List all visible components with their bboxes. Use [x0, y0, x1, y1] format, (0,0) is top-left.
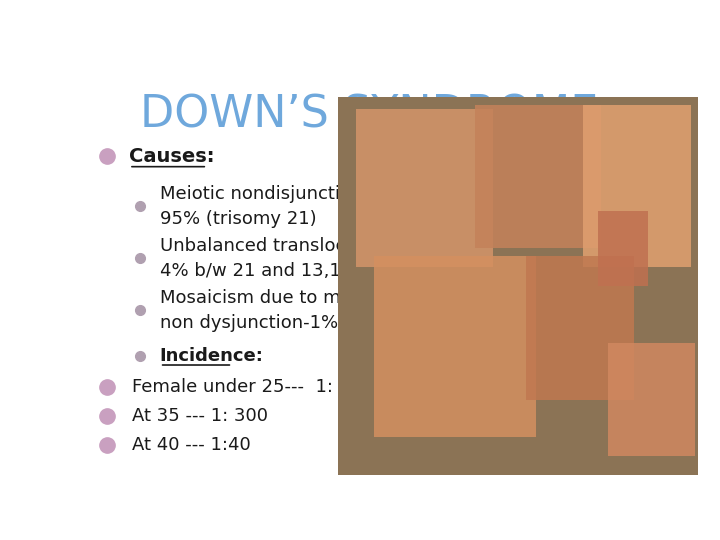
Bar [475, 105, 601, 248]
Bar [583, 105, 691, 267]
Text: Causes:: Causes: [129, 147, 215, 166]
Bar [356, 109, 493, 267]
Text: At 40 --- 1:40: At 40 --- 1:40 [132, 436, 251, 454]
Text: Unbalanced translocation-
4% b/w 21 and 13,14,15: Unbalanced translocation- 4% b/w 21 and … [160, 237, 397, 280]
Text: DOWN’S SYNDROME: DOWN’S SYNDROME [140, 94, 598, 137]
Bar [374, 256, 536, 437]
Text: At 35 --- 1: 300: At 35 --- 1: 300 [132, 407, 268, 425]
Text: Mosaicism due to mitotic
non dysjunction-1%: Mosaicism due to mitotic non dysjunction… [160, 288, 385, 332]
Text: Female under 25---  1: 2000: Female under 25--- 1: 2000 [132, 378, 384, 396]
Bar [598, 211, 648, 286]
Bar [608, 343, 695, 456]
Text: Meiotic nondisjunction  -
95% (trisomy 21): Meiotic nondisjunction - 95% (trisomy 21… [160, 185, 380, 228]
Bar [526, 256, 634, 400]
Text: Incidence:: Incidence: [160, 347, 264, 365]
